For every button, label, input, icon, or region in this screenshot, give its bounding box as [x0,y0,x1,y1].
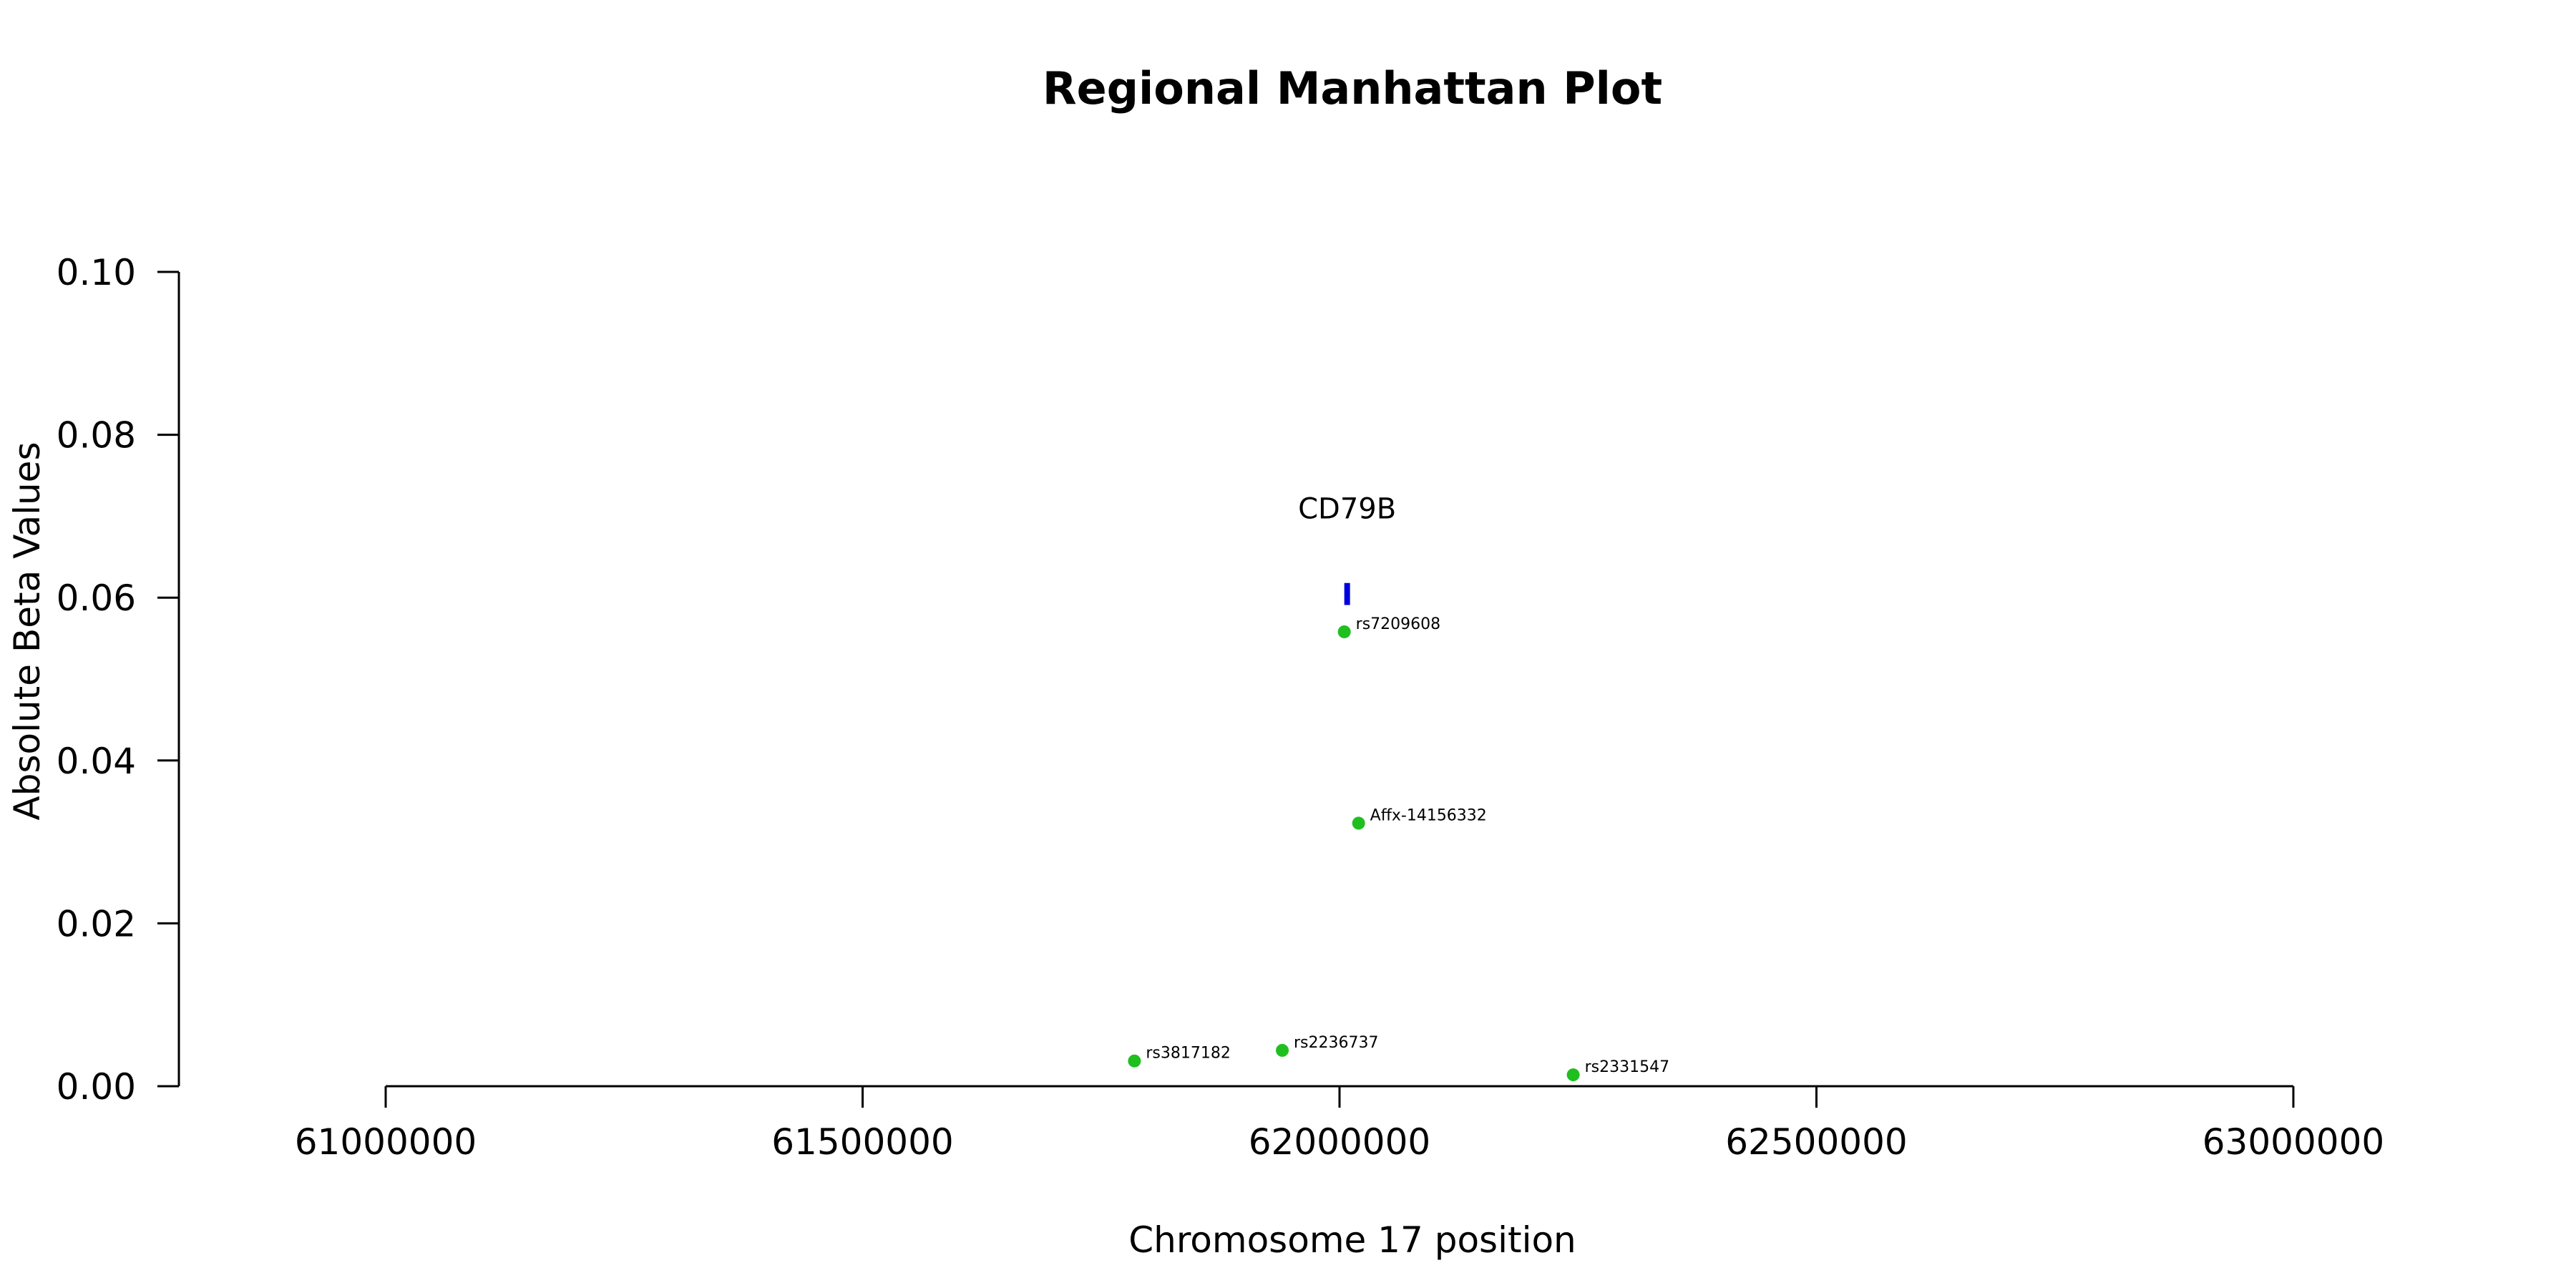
data-point [1128,1054,1141,1068]
chart-title: Regional Manhattan Plot [1043,62,1662,114]
point-label: rs2331547 [1585,1058,1670,1076]
gene-label: CD79B [1298,493,1396,526]
x-tick-label: 63000000 [2202,1121,2385,1163]
y-tick-label: 0.06 [57,577,136,619]
axes: 0.00 0.02 0.04 0.06 0.08 0.10 61000000 61500000… [57,252,2385,1163]
point-label: rs7209608 [1356,615,1441,633]
x-tick-label: 61500000 [771,1121,954,1163]
y-tick-label: 0.08 [57,415,136,457]
gene-markers: CD79B [1298,493,1396,605]
data-points: rs7209608 Affx-14156332 rs3817182 rs2236737… [1128,615,1670,1082]
y-tick-label: 0.04 [57,741,136,782]
data-point [1337,625,1351,638]
x-tick-label: 61000000 [295,1121,477,1163]
x-axis-label: Chromosome 17 position [1128,1219,1576,1261]
data-point [1276,1043,1289,1057]
y-tick-label: 0.10 [57,252,136,293]
x-tick-label: 62500000 [1725,1121,1908,1163]
data-point [1566,1068,1580,1082]
point-label: Affx-14156332 [1370,806,1487,824]
x-tick-label: 62000000 [1249,1121,1431,1163]
y-tick-label: 0.02 [57,903,136,945]
point-label: rs3817182 [1146,1045,1231,1063]
data-point [1352,816,1365,830]
point-label: rs2236737 [1294,1034,1379,1052]
y-tick-label: 0.00 [57,1066,136,1108]
y-axis-label: Absolute Beta Values [6,442,48,821]
